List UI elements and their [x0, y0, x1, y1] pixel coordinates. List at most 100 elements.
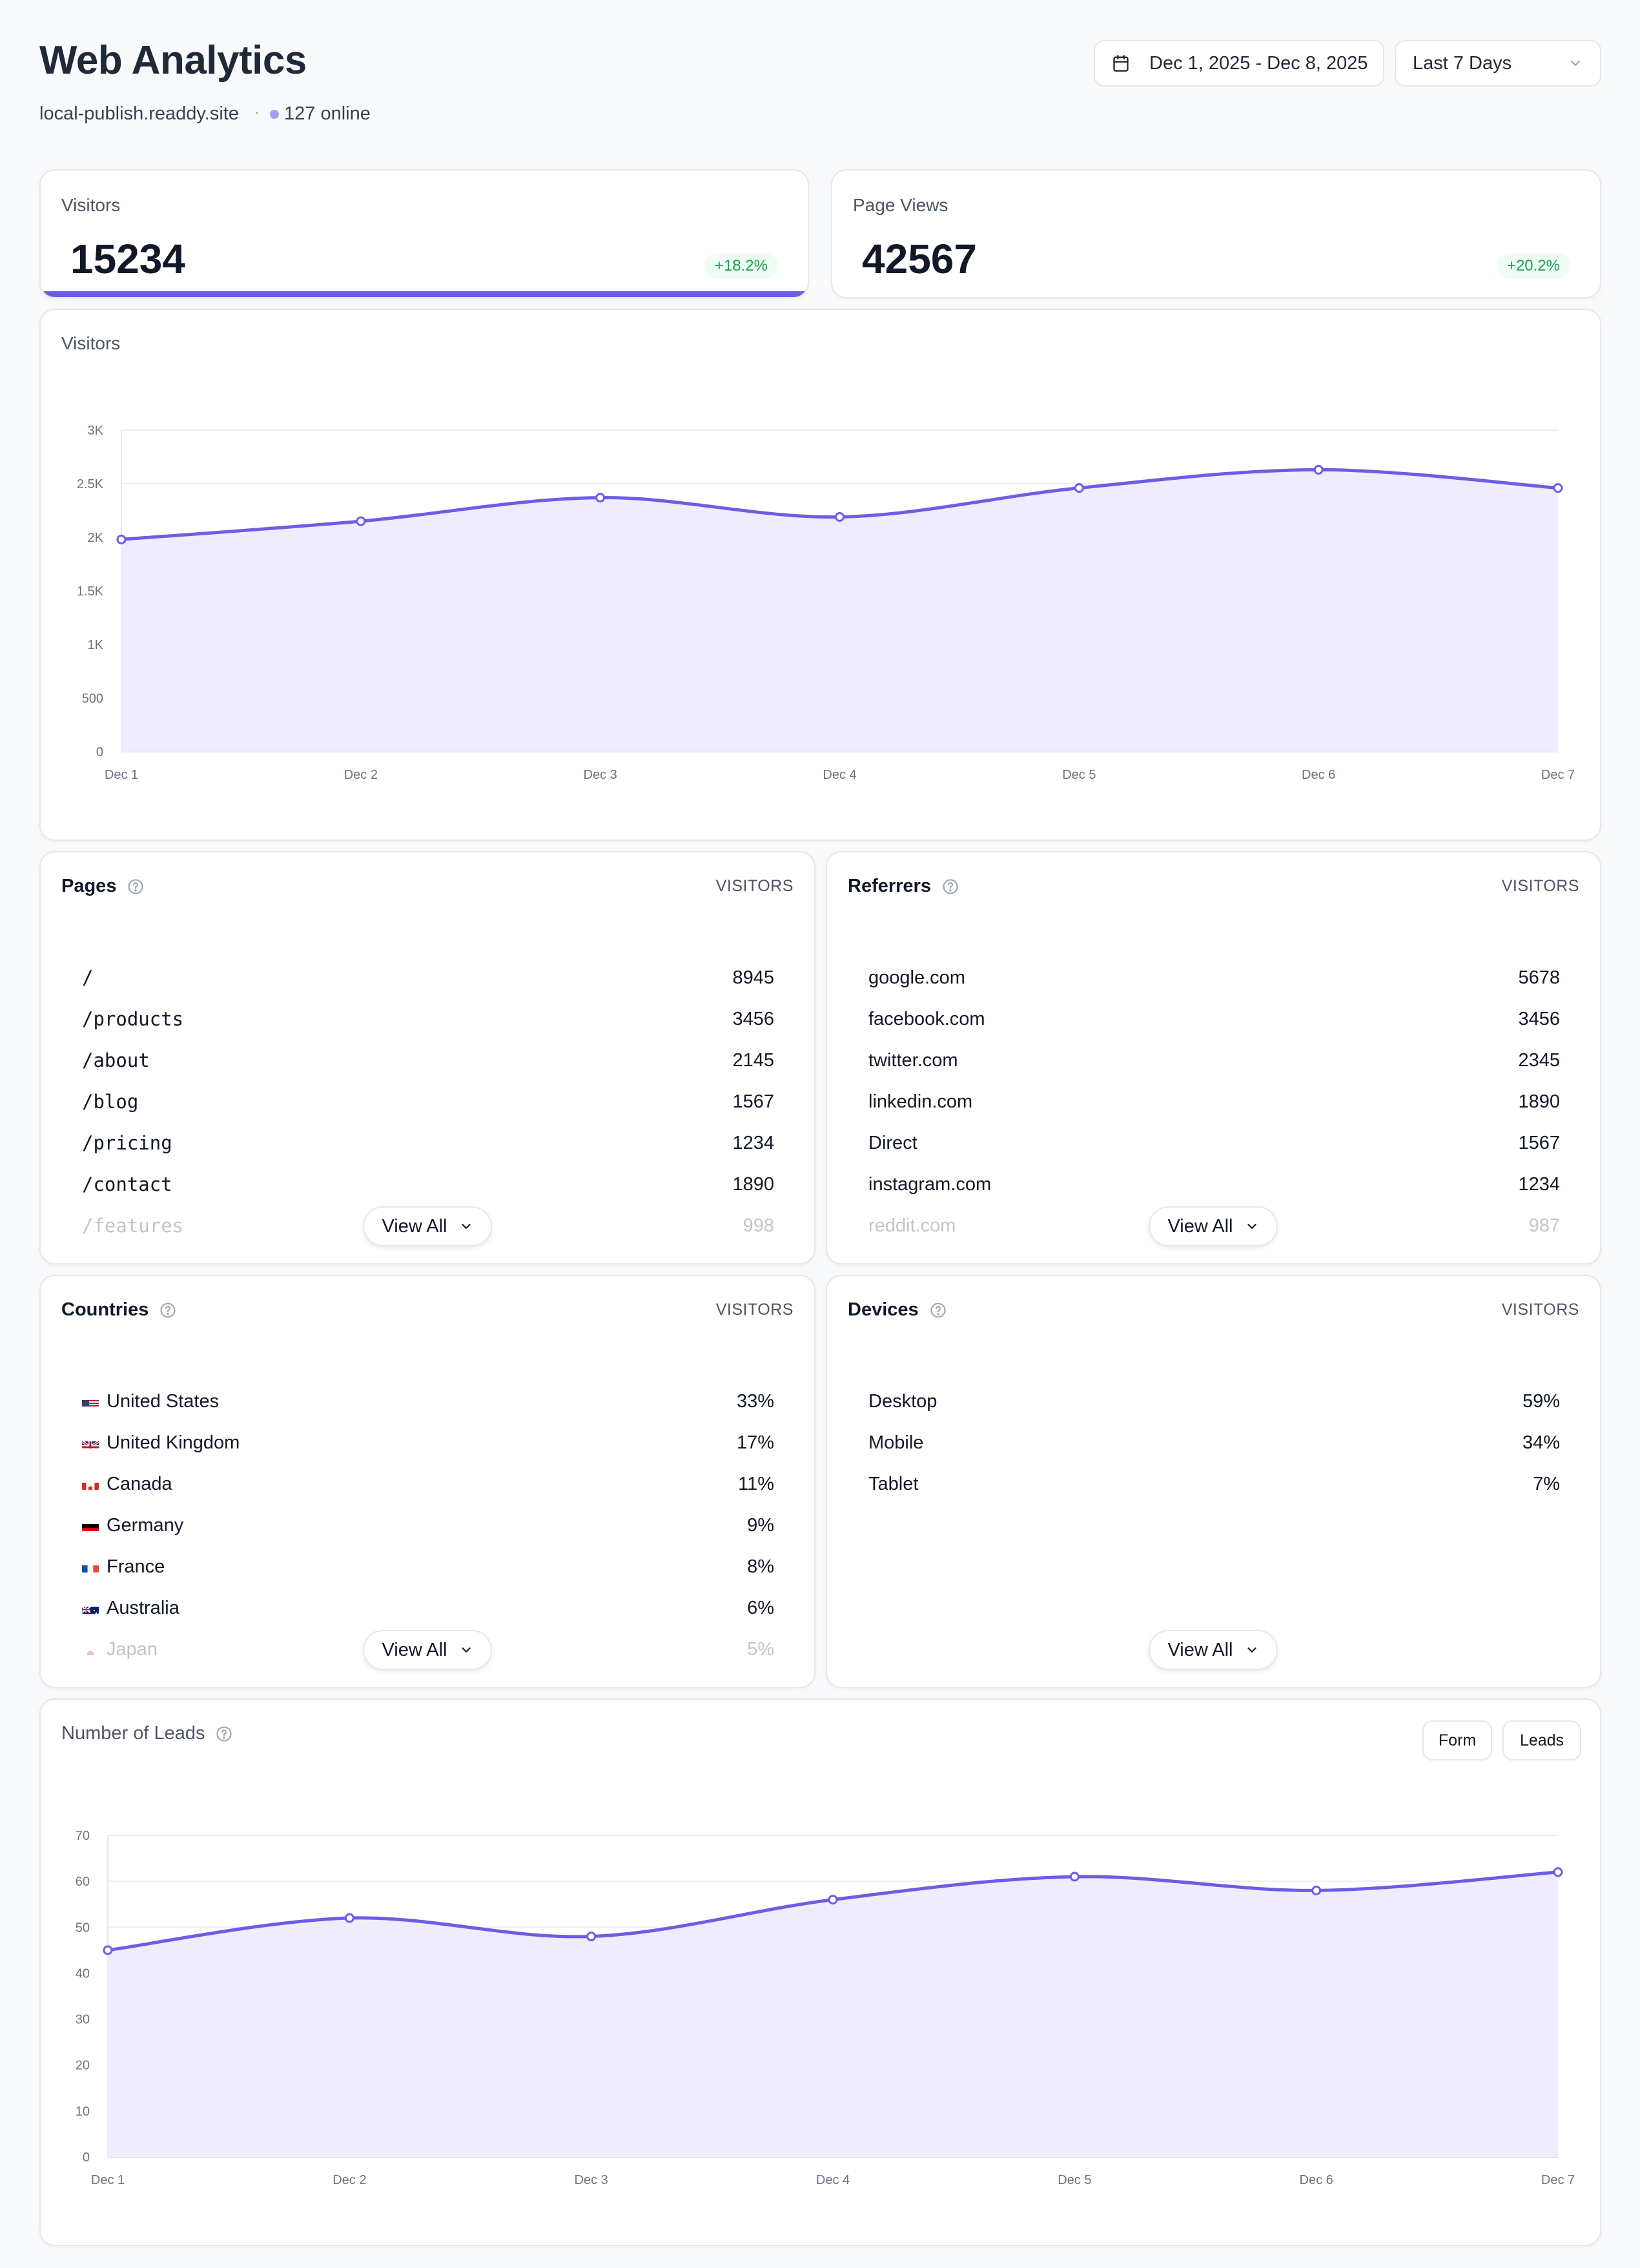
- list-item-value: 3456: [1518, 1008, 1560, 1029]
- list-item[interactable]: United Kingdom 17%: [82, 1428, 774, 1457]
- list-item-value: 59%: [1522, 1390, 1560, 1412]
- list-item[interactable]: Canada 11%: [82, 1470, 774, 1498]
- list-item[interactable]: /products 3456: [82, 1005, 774, 1033]
- list-item[interactable]: facebook.com 3456: [868, 1005, 1560, 1033]
- list-item[interactable]: /features 998: [82, 1211, 774, 1240]
- referrers-card: Referrers VISITORS google.com 5678 faceboo…: [826, 851, 1601, 1264]
- page-title: Web Analytics: [39, 38, 307, 83]
- devices-card: Devices VISITORS Desktop 59% Mobile 34% Tabl…: [826, 1275, 1601, 1688]
- x-tick-label: Dec 4: [816, 2173, 850, 2187]
- list-item[interactable]: United States 33%: [82, 1387, 774, 1416]
- list-item-value: 1567: [1518, 1132, 1560, 1153]
- japan-flag-icon: [82, 1644, 99, 1655]
- stat-value: 42567: [862, 236, 977, 282]
- list-item-value: 11%: [738, 1473, 774, 1494]
- data-point: [1069, 1871, 1080, 1882]
- list-item[interactable]: Germany 9%: [82, 1511, 774, 1540]
- list-item-value: 1234: [732, 1132, 774, 1153]
- list-item[interactable]: France 8%: [82, 1552, 774, 1581]
- list-item[interactable]: instagram.com 1234: [868, 1170, 1560, 1199]
- y-tick-label: 50: [76, 1921, 90, 1935]
- us-flag-icon: [82, 1396, 99, 1407]
- list-item[interactable]: Desktop 59%: [868, 1387, 1560, 1416]
- list-item-value: 3456: [732, 1008, 774, 1029]
- list-item-value: 1890: [1518, 1091, 1560, 1112]
- list-item-value: 998: [743, 1215, 774, 1236]
- list-item[interactable]: Japan 5%: [82, 1635, 774, 1664]
- list-item[interactable]: / 8945: [82, 964, 774, 992]
- view-all-label: View All: [1167, 1639, 1233, 1660]
- help-icon[interactable]: [159, 1301, 177, 1319]
- list-item-label: United Kingdom: [82, 1432, 240, 1454]
- stat-change-badge: +20.2%: [1496, 253, 1570, 279]
- list-item-label: Australia: [82, 1598, 179, 1619]
- list-item-label: reddit.com: [868, 1215, 956, 1237]
- list-item-text: /contact: [82, 1173, 172, 1195]
- list-item[interactable]: Direct 1567: [868, 1129, 1560, 1157]
- y-tick-label: 3K: [88, 424, 104, 438]
- list-item-text: instagram.com: [868, 1173, 992, 1195]
- y-tick-label: 20: [76, 2059, 90, 2073]
- stat-card-page-views[interactable]: Page Views 42567 +20.2%: [831, 169, 1601, 298]
- list-item[interactable]: Tablet 7%: [868, 1470, 1560, 1498]
- list-item[interactable]: /contact 1890: [82, 1170, 774, 1199]
- data-point: [595, 493, 606, 503]
- help-icon[interactable]: [941, 878, 959, 896]
- x-tick-label: Dec 1: [91, 2173, 125, 2187]
- x-tick-label: Dec 7: [1541, 768, 1575, 782]
- column-header: VISITORS: [715, 1301, 794, 1319]
- data-point: [1553, 1867, 1563, 1877]
- chevron-down-icon: [1247, 1224, 1256, 1229]
- y-tick-label: 0: [96, 745, 103, 759]
- list-item-value: 34%: [1522, 1432, 1560, 1453]
- visitors-chart-card: Visitors 0 500 1K 1.5K 2K 2.5K 3K Dec 1 Dec 2 Dec…: [39, 309, 1601, 841]
- help-icon[interactable]: [215, 1725, 233, 1743]
- x-tick-label: Dec 5: [1058, 2173, 1091, 2187]
- list-item[interactable]: google.com 5678: [868, 964, 1560, 992]
- list-item[interactable]: /pricing 1234: [82, 1129, 774, 1157]
- view-all-label: View All: [1167, 1215, 1233, 1237]
- series-area: [121, 469, 1558, 752]
- countries-view-all-button[interactable]: View All: [363, 1630, 492, 1670]
- list-item-label: Mobile: [868, 1432, 923, 1454]
- leads-toggle-button[interactable]: Leads: [1502, 1720, 1581, 1760]
- time-range-select[interactable]: Last 7 Days: [1395, 40, 1601, 87]
- date-range-picker[interactable]: Dec 1, 2025 - Dec 8, 2025: [1094, 40, 1384, 87]
- list-item-label: /: [82, 967, 93, 989]
- list-item-value: 2145: [732, 1049, 774, 1071]
- list-item-label: Japan: [82, 1639, 158, 1660]
- list-item[interactable]: reddit.com 987: [868, 1211, 1560, 1240]
- list-item-text: /about: [82, 1049, 150, 1071]
- list-item-text: twitter.com: [868, 1049, 958, 1071]
- help-icon[interactable]: [127, 878, 145, 896]
- list-item[interactable]: linkedin.com 1890: [868, 1088, 1560, 1116]
- list-item-text: Japan: [107, 1638, 158, 1660]
- y-tick-label: 30: [76, 2013, 90, 2027]
- list-item-text: Canada: [107, 1473, 172, 1494]
- list-item-value: 1234: [1518, 1173, 1560, 1195]
- list-item-value: 5678: [1518, 967, 1560, 988]
- pages-card: Pages VISITORS / 8945/products 3456/about 2…: [39, 851, 815, 1264]
- list-item[interactable]: /about 2145: [82, 1046, 774, 1075]
- y-tick-label: 2K: [88, 531, 104, 545]
- help-icon[interactable]: [929, 1301, 947, 1319]
- list-item[interactable]: Australia 6%: [82, 1594, 774, 1622]
- chevron-down-icon: [1571, 61, 1580, 66]
- list-item[interactable]: twitter.com 2345: [868, 1046, 1560, 1075]
- list-item[interactable]: /blog 1567: [82, 1088, 774, 1116]
- list-item-text: Mobile: [868, 1432, 924, 1453]
- list-item-text: Tablet: [868, 1473, 919, 1494]
- y-tick-label: 2.5K: [77, 477, 104, 491]
- list-item-label: /products: [82, 1008, 183, 1030]
- data-point: [1074, 483, 1084, 493]
- referrers-view-all-button[interactable]: View All: [1149, 1206, 1278, 1246]
- stat-card-visitors[interactable]: Visitors 15234 +18.2%: [39, 169, 809, 298]
- form-toggle-button[interactable]: Form: [1422, 1720, 1492, 1760]
- list-item-text: /blog: [82, 1091, 139, 1113]
- selected-indicator: [41, 291, 808, 297]
- devices-view-all-button[interactable]: View All: [1149, 1630, 1278, 1670]
- list-item[interactable]: Mobile 34%: [868, 1428, 1560, 1457]
- list-item-label: google.com: [868, 967, 965, 989]
- referrers-title: Referrers: [848, 876, 931, 896]
- pages-view-all-button[interactable]: View All: [363, 1206, 492, 1246]
